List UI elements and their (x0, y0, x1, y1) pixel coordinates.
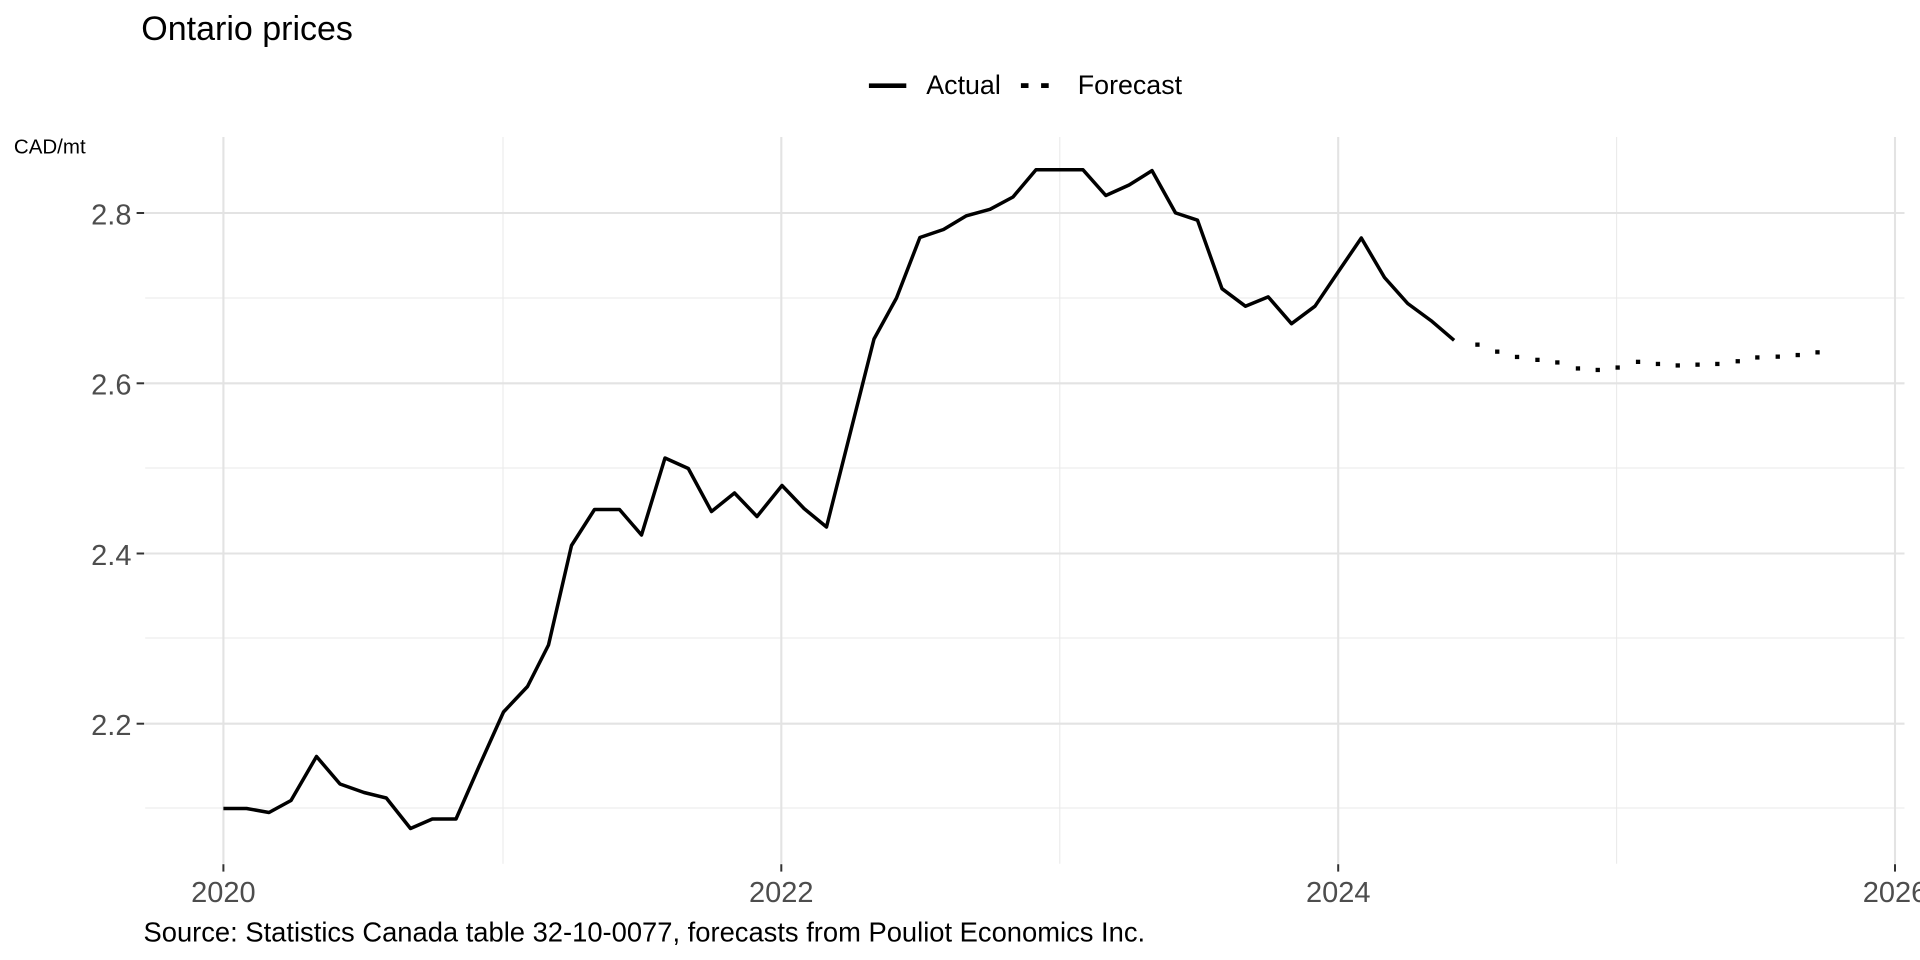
svg-text:2.4: 2.4 (91, 540, 131, 572)
svg-text:2022: 2022 (749, 877, 814, 909)
svg-text:Actual: Actual (926, 70, 1000, 100)
svg-text:2.2: 2.2 (91, 710, 131, 742)
svg-text:CAD/mt: CAD/mt (14, 136, 86, 159)
svg-text:Forecast: Forecast (1078, 70, 1183, 100)
svg-text:2026: 2026 (1863, 877, 1920, 909)
svg-text:Source: Statistics Canada tabl: Source: Statistics Canada table 32-10-00… (144, 917, 1146, 948)
svg-text:2.8: 2.8 (91, 199, 131, 231)
svg-text:2020: 2020 (191, 877, 256, 909)
svg-text:2024: 2024 (1306, 877, 1371, 909)
svg-text:2.6: 2.6 (91, 370, 131, 402)
svg-text:Ontario prices: Ontario prices (141, 10, 353, 48)
